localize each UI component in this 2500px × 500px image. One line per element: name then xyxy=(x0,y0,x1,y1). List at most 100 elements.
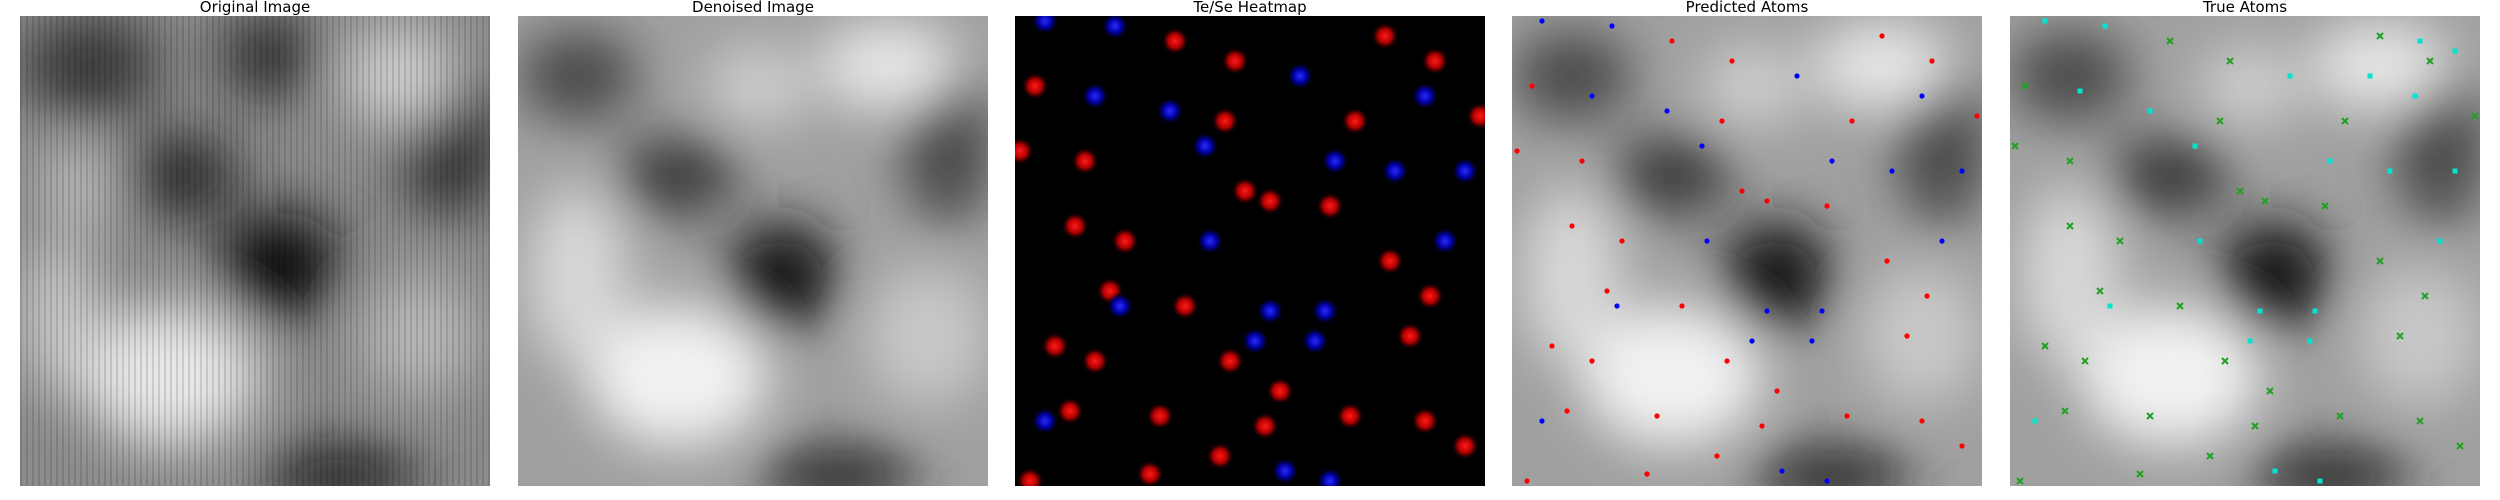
true-atom-type-a xyxy=(2107,303,2113,309)
true-atom-type-a xyxy=(2077,88,2083,94)
true-atom-type-a xyxy=(2247,338,2253,344)
true-atom-type-a xyxy=(2257,308,2263,314)
te-heatmap-spot xyxy=(1421,47,1449,75)
true-atom-type-b xyxy=(2221,357,2229,365)
true-atom-type-b xyxy=(2011,142,2019,150)
predicted-te-atom xyxy=(1529,83,1535,89)
true-atom-type-a xyxy=(2197,238,2203,244)
te-heatmap-spot xyxy=(1161,27,1189,55)
te-heatmap-spot xyxy=(1231,177,1259,205)
true-atom-type-a xyxy=(2317,478,2323,484)
predicted-se-atom xyxy=(1939,238,1945,244)
predicted-te-atom xyxy=(1824,203,1830,209)
predicted-te-atom xyxy=(1589,358,1595,364)
te-heatmap-spot xyxy=(1016,467,1044,486)
true-atom-type-b xyxy=(2081,357,2089,365)
predicted-te-atom xyxy=(1764,198,1770,204)
true-atom-type-a xyxy=(2452,168,2458,174)
se-heatmap-spot xyxy=(1196,227,1224,255)
se-heatmap-spot xyxy=(1241,327,1269,355)
se-heatmap-spot xyxy=(1431,227,1459,255)
panel-title-original: Original Image xyxy=(199,0,311,16)
te-heatmap-spot xyxy=(1206,442,1234,470)
true-atom-type-b xyxy=(2261,197,2269,205)
predicted-atoms xyxy=(1512,16,1982,486)
true-atom-type-a xyxy=(2147,108,2153,114)
predicted-te-atom xyxy=(1719,118,1725,124)
predicted-te-atom xyxy=(1724,358,1730,364)
predicted-se-atom xyxy=(1824,478,1830,484)
te-heatmap-spot xyxy=(1146,402,1174,430)
predicted-se-atom xyxy=(1749,338,1755,344)
panel-predicted-atoms: Predicted Atoms xyxy=(1512,0,1982,486)
true-atom-type-a xyxy=(2452,48,2458,54)
predicted-se-atom xyxy=(1589,93,1595,99)
te-heatmap-spot xyxy=(1081,347,1109,375)
te-heatmap-spot xyxy=(1136,460,1164,486)
denoised-image xyxy=(518,16,988,486)
predicted-se-atom xyxy=(1609,23,1615,29)
predicted-te-atom xyxy=(1514,148,1520,154)
predicted-se-atom xyxy=(1959,168,1965,174)
predicted-te-atom xyxy=(1974,113,1980,119)
predicted-te-atom xyxy=(1959,443,1965,449)
se-heatmap-spot xyxy=(1321,147,1349,175)
te-heatmap-spot xyxy=(1015,137,1034,165)
true-atom-type-b xyxy=(2166,37,2174,45)
predicted-te-atom xyxy=(1579,158,1585,164)
predicted-se-atom xyxy=(1819,308,1825,314)
se-heatmap-spot xyxy=(1301,327,1329,355)
se-heatmap-spot xyxy=(1411,82,1439,110)
te-heatmap-spot xyxy=(1411,407,1439,435)
true-atom-type-b xyxy=(2216,117,2224,125)
predicted-te-atom xyxy=(1569,223,1575,229)
se-heatmap-spot xyxy=(1381,157,1409,185)
original-image xyxy=(20,16,490,486)
true-atom-type-b xyxy=(2236,187,2244,195)
se-heatmap-spot xyxy=(1271,457,1299,485)
true-atom-type-b xyxy=(2376,257,2384,265)
predicted-te-atom xyxy=(1669,38,1675,44)
predicted-se-atom xyxy=(1889,168,1895,174)
panel-title-denoised: Denoised Image xyxy=(692,0,814,16)
te-heatmap-spot xyxy=(1021,72,1049,100)
predicted-te-atom xyxy=(1524,478,1530,484)
true-atom-type-b xyxy=(2321,202,2329,210)
te-heatmap-spot xyxy=(1111,227,1139,255)
predicted-te-atom xyxy=(1924,293,1930,299)
te-heatmap-spot xyxy=(1451,432,1479,460)
true-atom-type-b xyxy=(2146,412,2154,420)
true-atoms xyxy=(2010,16,2480,486)
true-atom-type-b xyxy=(2226,57,2234,65)
predicted-te-atom xyxy=(1849,118,1855,124)
true-atom-type-a xyxy=(2417,38,2423,44)
true-atom-type-b xyxy=(2456,442,2464,450)
se-heatmap-spot xyxy=(1031,16,1059,35)
te-heatmap-spot xyxy=(1466,102,1485,130)
se-heatmap-spot xyxy=(1311,297,1339,325)
te-heatmap-spot xyxy=(1216,347,1244,375)
panel-denoised-image: Denoised Image xyxy=(518,0,988,486)
te-se-heatmap xyxy=(1015,16,1485,486)
true-atom-type-b xyxy=(2041,342,2049,350)
predicted-te-atom xyxy=(1739,188,1745,194)
se-heatmap-spot xyxy=(1286,62,1314,90)
true-atom-type-a xyxy=(2192,143,2198,149)
true-atom-type-b xyxy=(2471,112,2479,120)
te-heatmap-spot xyxy=(1266,377,1294,405)
true-atom-type-a xyxy=(2287,73,2293,79)
true-atom-type-a xyxy=(2102,23,2108,29)
te-heatmap-spot xyxy=(1061,212,1089,240)
predicted-se-atom xyxy=(1809,338,1815,344)
true-atom-type-b xyxy=(2116,237,2124,245)
predicted-te-atom xyxy=(1619,238,1625,244)
predicted-se-atom xyxy=(1539,418,1545,424)
se-heatmap-spot xyxy=(1031,407,1059,435)
te-heatmap-spot xyxy=(1376,247,1404,275)
true-atom-type-b xyxy=(2066,222,2074,230)
true-atom-type-a xyxy=(2312,308,2318,314)
true-atom-type-a xyxy=(2437,238,2443,244)
true-atom-type-b xyxy=(2396,332,2404,340)
te-heatmap-spot xyxy=(1221,47,1249,75)
te-heatmap-spot xyxy=(1416,282,1444,310)
